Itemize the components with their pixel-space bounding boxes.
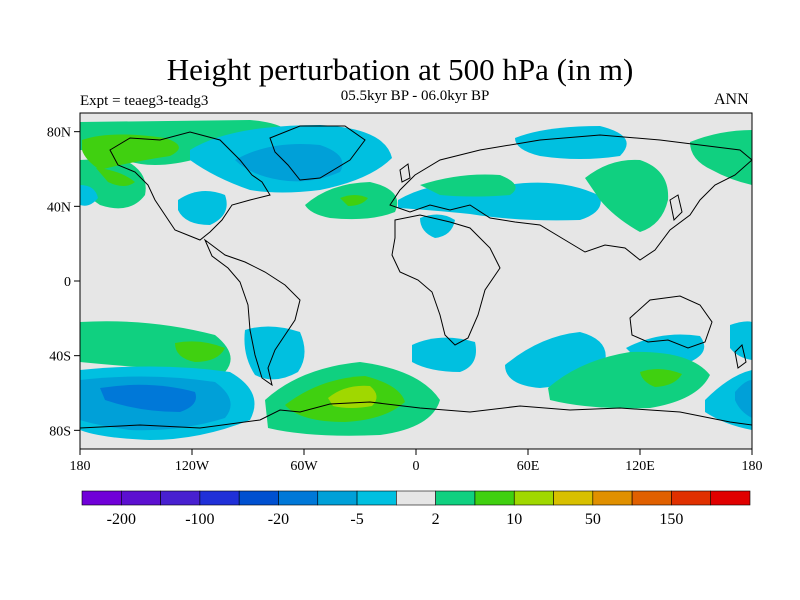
colorbar-label: -200 <box>107 511 136 528</box>
colorbar-box <box>435 490 476 506</box>
contour-lblue-se <box>735 380 752 418</box>
colorbar-box <box>592 490 633 506</box>
lon-tick-label: 180 <box>742 459 763 474</box>
lat-tick-label: 0 <box>64 275 71 290</box>
season-label: ANN <box>714 91 749 108</box>
coastlines <box>80 125 752 429</box>
contour-cyan-s-atlantic <box>412 337 476 372</box>
map-subtitle: 05.5kyr BP - 06.0kyr BP <box>340 88 490 104</box>
contour-green-asia <box>585 159 669 232</box>
colorbar-box <box>278 490 319 506</box>
contour-lblue-greenland <box>235 144 343 182</box>
longitude-axis: 180 120W 60W 0 60E 120E 180 <box>70 449 763 474</box>
map-title: Height perturbation at 500 hPa (in m) <box>166 52 634 87</box>
coast-australia <box>629 295 713 349</box>
colorbar-box <box>238 490 279 506</box>
colorbar-box <box>199 490 240 506</box>
lon-tick-label: 60E <box>517 459 540 474</box>
colorbar-label: 2 <box>432 511 440 528</box>
coast-greenland <box>269 125 366 181</box>
contour-cyan-nw-atlantic <box>178 191 227 225</box>
colorbar-box <box>631 490 672 506</box>
colorbar-box <box>81 490 122 506</box>
colorbar-label: 10 <box>506 511 522 528</box>
contour-cyan-arctic-siberia <box>515 126 627 159</box>
colorbar-box <box>120 490 161 506</box>
lon-tick-label: 60W <box>290 459 318 474</box>
map-panel: 80N 40N 0 40S 80S 180 120W 60W 0 60E 120E 180 <box>47 112 763 474</box>
colorbar-label: -20 <box>268 511 289 528</box>
colorbar-label: 50 <box>585 511 601 528</box>
contour-bgreen-nw-2 <box>96 168 135 186</box>
coast-south-america <box>203 238 301 387</box>
latitude-axis: 80N 40N 0 40S 80S <box>47 126 80 439</box>
colorbar-box <box>356 490 397 506</box>
lat-tick-label: 80S <box>49 424 71 439</box>
contour-green-s-indian <box>548 351 710 409</box>
coast-eurasia <box>389 134 752 261</box>
lon-tick-label: 180 <box>70 459 91 474</box>
lat-tick-label: 40S <box>49 350 71 365</box>
coast-north-america <box>109 131 271 241</box>
colorbar-box <box>474 490 515 506</box>
coast-new-zealand <box>734 344 747 369</box>
contour-bgreen-nw <box>82 134 179 170</box>
contour-green-russia <box>420 174 516 197</box>
lon-tick-label: 0 <box>413 459 420 474</box>
lon-tick-label: 120W <box>175 459 210 474</box>
contour-bgreen-n-atlantic <box>340 195 368 206</box>
colorbar-box <box>513 490 554 506</box>
contour-blue-sw <box>100 384 196 412</box>
coast-antarctica <box>80 401 752 429</box>
coast-british-isles <box>399 163 411 183</box>
colorbar-box <box>396 490 436 506</box>
lat-tick-label: 80N <box>47 126 71 141</box>
contour-cyan-east-edge <box>730 321 752 360</box>
coast-africa <box>391 214 501 346</box>
colorbar-label: -5 <box>350 511 363 528</box>
colorbar-box <box>553 490 594 506</box>
lon-tick-label: 120E <box>625 459 655 474</box>
contour-cyan-pacific-left <box>80 185 98 206</box>
contour-cyan-south-america <box>244 326 305 380</box>
colorbar-box <box>671 490 712 506</box>
experiment-label: Expt = teaeg3-teadg3 <box>80 93 209 109</box>
colorbar: -200 -100 -20 -5 2 10 50 150 <box>81 490 751 528</box>
contour-bgreen-s-pacific <box>175 341 225 362</box>
contour-cyan-med <box>420 214 455 238</box>
colorbar-label: 150 <box>659 511 683 528</box>
colorbar-box <box>710 490 751 506</box>
contour-fills <box>80 120 752 440</box>
colorbar-label: -100 <box>185 511 214 528</box>
colorbar-box <box>317 490 358 506</box>
contour-bgreen-s-indian <box>640 368 682 387</box>
colorbar-box <box>160 490 201 506</box>
contour-green-ne-asia <box>690 130 752 185</box>
lat-tick-label: 40N <box>47 200 71 215</box>
contour-cyan-se <box>705 370 752 430</box>
coast-japan <box>669 194 683 222</box>
